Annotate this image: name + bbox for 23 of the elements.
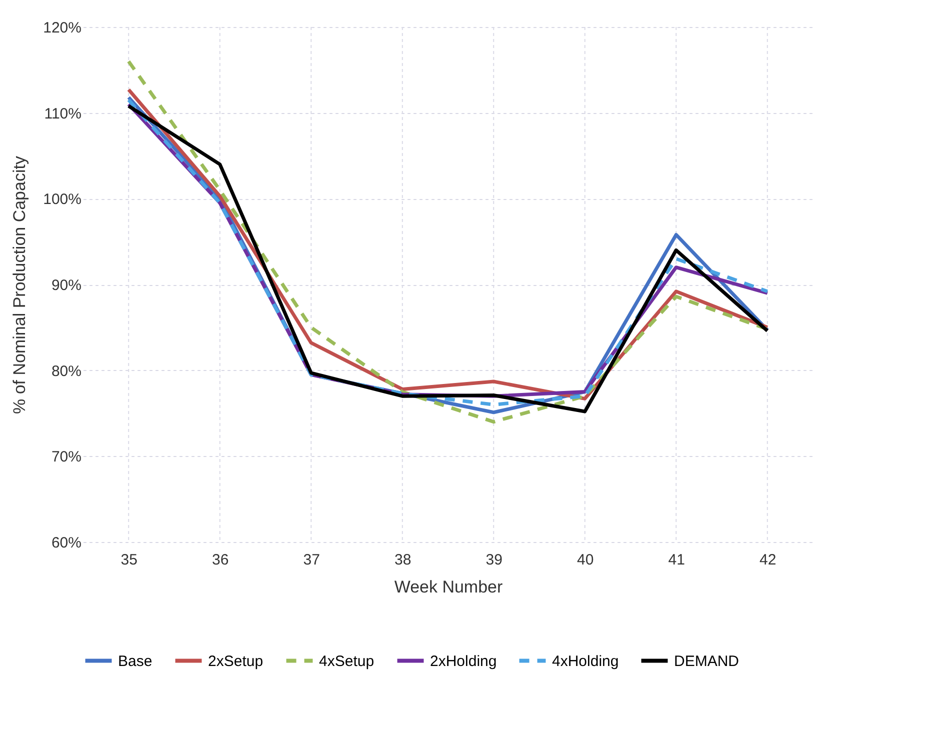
y-tick-label: 120% — [43, 20, 82, 36]
x-axis-title: Week Number — [394, 578, 503, 596]
y-tick-label: 90% — [51, 277, 82, 294]
x-tick-label: 36 — [212, 552, 229, 568]
y-tick-label: 70% — [51, 448, 82, 466]
x-tick-label: 40 — [577, 552, 594, 568]
x-tick-label: 38 — [394, 552, 412, 568]
legend-label: 2xSetup — [208, 652, 264, 670]
legend-label: 4xSetup — [319, 652, 374, 670]
y-axis-title: % of Nominal Production Capacity — [10, 156, 30, 414]
y-tick-label: 100% — [43, 191, 82, 208]
y-tick-label: 80% — [51, 362, 82, 380]
y-tick-label: 110% — [44, 105, 82, 122]
y-tick-label: 60% — [51, 534, 82, 552]
x-tick-label: 37 — [303, 552, 320, 568]
legend-label: Base — [118, 652, 152, 670]
x-tick-label: 35 — [120, 552, 138, 568]
x-tick-label: 41 — [668, 552, 685, 568]
legend-label: DEMAND — [674, 652, 740, 670]
x-tick-label: 39 — [486, 552, 502, 568]
legend-label: 2xHolding — [430, 652, 497, 670]
x-tick-label: 42 — [760, 552, 776, 568]
legend-label: 4xHolding — [552, 652, 619, 670]
